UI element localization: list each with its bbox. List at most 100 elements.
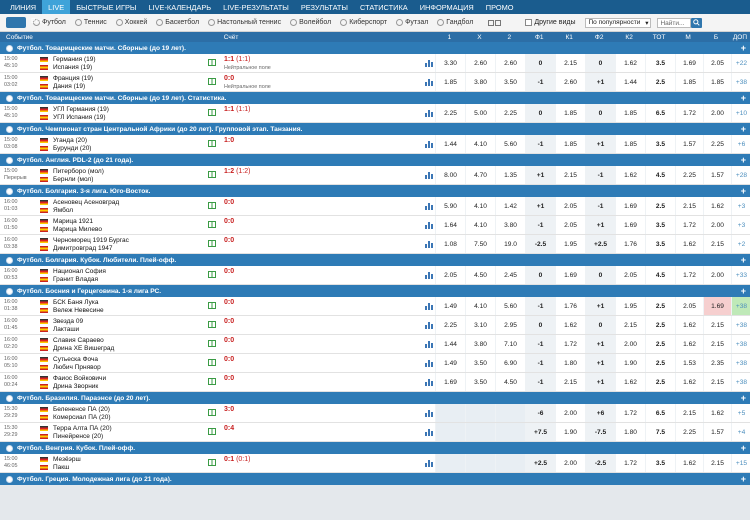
odds-cell[interactable]: 2.15 xyxy=(703,454,731,472)
away-team[interactable]: Дрина ХЕ Вишеград xyxy=(53,345,115,352)
odds-cell[interactable]: 1.62 xyxy=(615,54,645,72)
home-team[interactable]: Франция (19) xyxy=(53,75,93,82)
home-team[interactable]: Мезёэрш xyxy=(53,456,81,463)
away-team[interactable]: Испания (19) xyxy=(53,64,93,71)
odds-cell[interactable]: 2.00 xyxy=(703,266,731,284)
odds-cell[interactable]: 0 xyxy=(525,104,555,122)
odds-cell[interactable]: 1.49 xyxy=(435,297,465,315)
league-header[interactable]: Футбол. Болгария. Кубок. Любители. Плей-… xyxy=(0,254,750,266)
home-team[interactable]: Национал София xyxy=(53,268,106,275)
odds-cell[interactable]: 2.15 xyxy=(703,373,731,391)
field-icon[interactable] xyxy=(208,221,216,228)
odds-cell[interactable]: 0 xyxy=(525,54,555,72)
nav-item-0[interactable]: ЛИНИЯ xyxy=(10,2,37,12)
teams[interactable]: Асеновец Асеновград Ямбол xyxy=(53,199,119,215)
odds-cell[interactable]: +6 xyxy=(585,404,615,422)
odds-cell[interactable]: 1.69 xyxy=(703,297,731,315)
home-team[interactable]: Белененсе ПА (20) xyxy=(53,406,110,413)
sport-filter-4[interactable]: Настольный теннис xyxy=(208,19,281,26)
sort-select[interactable]: По популярности ▾ xyxy=(585,17,652,28)
odds-cell[interactable]: 0 xyxy=(525,266,555,284)
teams[interactable]: Национал София Гранит Владая xyxy=(53,268,106,284)
odds-cell[interactable]: 3.50 xyxy=(495,73,525,91)
stats-chart-icon[interactable] xyxy=(425,109,434,117)
teams[interactable]: Мезёэрш Пакш xyxy=(53,456,81,472)
home-team[interactable]: Звезда 09 xyxy=(53,318,84,325)
more-markets-link[interactable]: +33 xyxy=(731,266,750,284)
search-button[interactable] xyxy=(691,17,703,28)
sport-filter-8[interactable]: Гандбол xyxy=(437,19,473,26)
odds-cell[interactable]: 4.10 xyxy=(465,135,495,153)
home-team[interactable]: Славия Сараево xyxy=(53,337,104,344)
home-team[interactable]: Уганда (20) xyxy=(53,137,88,144)
odds-cell[interactable]: +1 xyxy=(585,216,615,234)
odds-cell[interactable]: 2.05 xyxy=(555,216,585,234)
away-team[interactable]: Пинейренсе (20) xyxy=(53,433,104,440)
odds-cell[interactable]: -1 xyxy=(525,297,555,315)
odds-cell[interactable]: 4.10 xyxy=(465,216,495,234)
add-icon[interactable]: + xyxy=(740,124,746,134)
odds-cell[interactable]: 1.69 xyxy=(615,197,645,215)
event-row[interactable]: 16:00 05:10 Сутьеска Фоча Любич Прнявор 0:0 1… xyxy=(0,354,750,373)
odds-cell[interactable]: -1 xyxy=(525,335,555,353)
odds-cell[interactable]: 4.5 xyxy=(645,266,675,284)
odds-cell[interactable]: 0 xyxy=(585,104,615,122)
add-icon[interactable]: + xyxy=(740,255,746,265)
stats-chart-icon[interactable] xyxy=(425,378,434,386)
event-row[interactable]: 16:00 00:53 Национал София Гранит Владая 0:0… xyxy=(0,266,750,285)
odds-cell[interactable]: 1.62 xyxy=(555,316,585,334)
odds-cell[interactable]: 1.44 xyxy=(435,135,465,153)
more-markets-link[interactable]: +15 xyxy=(731,454,750,472)
stats-chart-icon[interactable] xyxy=(425,340,434,348)
odds-cell[interactable]: 1.44 xyxy=(615,73,645,91)
add-icon[interactable]: + xyxy=(740,155,746,165)
teams[interactable]: Белененсе ПА (20) Комерсиал ПА (20) xyxy=(53,406,111,422)
odds-cell[interactable]: 3.50 xyxy=(465,354,495,372)
odds-cell[interactable]: 2.25 xyxy=(675,166,703,184)
odds-cell[interactable]: -1 xyxy=(525,73,555,91)
stats-chart-icon[interactable] xyxy=(425,171,434,179)
stats-chart-icon[interactable] xyxy=(425,359,434,367)
stats-chart-icon[interactable] xyxy=(425,59,434,67)
odds-cell[interactable]: 2.15 xyxy=(555,54,585,72)
sport-filter-2[interactable]: Хоккей xyxy=(115,19,147,26)
away-team[interactable]: Димитровград 1947 xyxy=(53,245,113,252)
odds-cell[interactable]: 3.5 xyxy=(645,454,675,472)
add-icon[interactable]: + xyxy=(740,43,746,53)
odds-cell[interactable]: 1.69 xyxy=(615,216,645,234)
odds-cell[interactable]: 2.15 xyxy=(703,235,731,253)
odds-cell[interactable]: +7.5 xyxy=(525,423,555,441)
odds-cell[interactable]: 4.10 xyxy=(465,297,495,315)
teams[interactable]: Германия (19) Испания (19) xyxy=(53,56,96,72)
event-row[interactable]: 16:00 02:20 Славия Сараево Дрина ХЕ Вишегра… xyxy=(0,335,750,354)
odds-cell[interactable]: 3.30 xyxy=(435,54,465,72)
odds-cell[interactable]: 0 xyxy=(585,54,615,72)
odds-cell[interactable]: 2.25 xyxy=(435,316,465,334)
odds-cell[interactable]: -1 xyxy=(525,216,555,234)
away-team[interactable]: Любич Прнявор xyxy=(53,364,101,371)
odds-cell[interactable]: 1.90 xyxy=(615,354,645,372)
odds-cell[interactable]: 2.00 xyxy=(555,404,585,422)
more-markets-link[interactable]: +38 xyxy=(731,316,750,334)
field-icon[interactable] xyxy=(208,59,216,66)
odds-cell[interactable]: 1.62 xyxy=(675,454,703,472)
event-row[interactable]: 15:00 46:05 Мезёэрш Пакш 0:1 (0:1) +2.5 2.00 -2… xyxy=(0,454,750,473)
odds-cell[interactable]: 0 xyxy=(585,266,615,284)
event-row[interactable]: 15:00 Перерыв Питерборо (мол) Бернли (мол) 1… xyxy=(0,166,750,185)
teams[interactable]: Франция (19) Дания (19) xyxy=(53,75,93,91)
odds-cell[interactable]: 3.5 xyxy=(645,235,675,253)
odds-cell[interactable]: 1.69 xyxy=(435,373,465,391)
odds-cell[interactable]: 7.10 xyxy=(495,335,525,353)
odds-cell[interactable]: 4.10 xyxy=(465,197,495,215)
odds-cell[interactable]: 2.5 xyxy=(645,354,675,372)
odds-cell[interactable]: 1.69 xyxy=(555,266,585,284)
more-markets-link[interactable]: +38 xyxy=(731,297,750,315)
odds-cell[interactable]: 1.42 xyxy=(495,197,525,215)
more-markets-link[interactable]: +4 xyxy=(731,423,750,441)
event-row[interactable]: 16:00 00:24 Фаиос Войковичи Дрина Зворник 0:… xyxy=(0,373,750,392)
odds-cell[interactable]: 1.95 xyxy=(555,235,585,253)
odds-cell[interactable]: 1.95 xyxy=(615,297,645,315)
add-icon[interactable]: + xyxy=(740,186,746,196)
odds-cell[interactable]: 3.50 xyxy=(465,373,495,391)
event-row[interactable]: 16:00 01:03 Асеновец Асеновград Ямбол 0:0 5.9… xyxy=(0,197,750,216)
